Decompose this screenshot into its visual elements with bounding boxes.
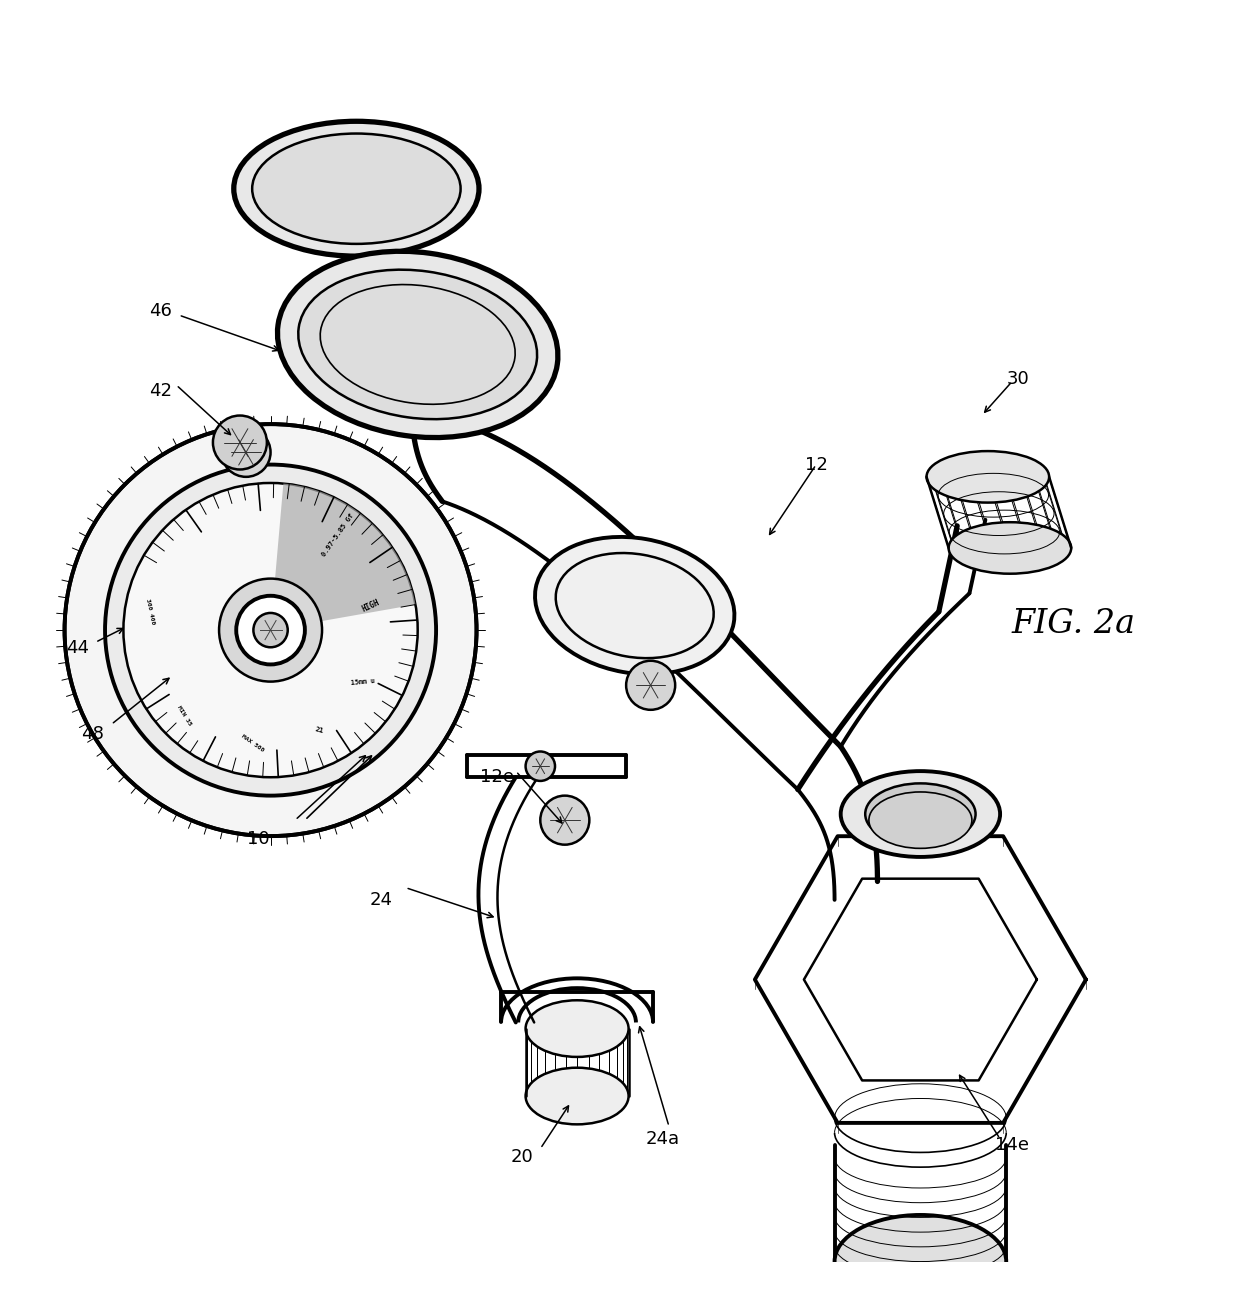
Circle shape [541, 795, 589, 844]
Text: MIN 35: MIN 35 [176, 706, 192, 726]
Text: FIG. 2a: FIG. 2a [1012, 608, 1136, 639]
Text: 21: 21 [315, 726, 325, 734]
Circle shape [253, 613, 288, 647]
Text: 14e: 14e [996, 1136, 1029, 1154]
Text: 44: 44 [67, 639, 89, 658]
Text: 10: 10 [247, 830, 269, 847]
Ellipse shape [926, 451, 1049, 503]
Circle shape [526, 751, 556, 781]
Text: 300 400: 300 400 [145, 598, 155, 625]
Text: 46: 46 [149, 302, 171, 320]
Circle shape [213, 415, 267, 470]
Ellipse shape [234, 122, 479, 256]
Text: 24: 24 [370, 891, 392, 909]
Ellipse shape [869, 792, 972, 848]
Text: 24a: 24a [646, 1130, 680, 1148]
Circle shape [64, 424, 476, 837]
Ellipse shape [526, 1000, 629, 1057]
Text: 42: 42 [149, 383, 171, 399]
Circle shape [626, 660, 675, 709]
Text: HIGH: HIGH [361, 598, 382, 613]
Circle shape [124, 482, 418, 777]
Circle shape [222, 428, 270, 477]
Text: 48: 48 [82, 725, 104, 743]
Text: MAX 500: MAX 500 [241, 733, 264, 752]
Text: 12: 12 [805, 455, 827, 473]
Ellipse shape [841, 772, 1001, 857]
Ellipse shape [526, 1067, 629, 1124]
Text: 30: 30 [1007, 370, 1030, 388]
Ellipse shape [252, 134, 460, 244]
Ellipse shape [949, 523, 1071, 573]
Text: 0.97-5.85 Gf: 0.97-5.85 Gf [321, 512, 355, 558]
Text: 15mm u: 15mm u [351, 677, 374, 686]
Circle shape [219, 578, 322, 682]
Ellipse shape [866, 783, 976, 844]
Text: 20: 20 [511, 1148, 533, 1166]
Ellipse shape [534, 537, 734, 674]
Circle shape [237, 595, 305, 664]
Circle shape [105, 464, 436, 795]
Text: 12e: 12e [480, 768, 515, 786]
Ellipse shape [835, 1215, 1006, 1297]
Polygon shape [270, 484, 415, 630]
Ellipse shape [299, 270, 537, 419]
Ellipse shape [278, 252, 558, 437]
Polygon shape [81, 577, 128, 648]
